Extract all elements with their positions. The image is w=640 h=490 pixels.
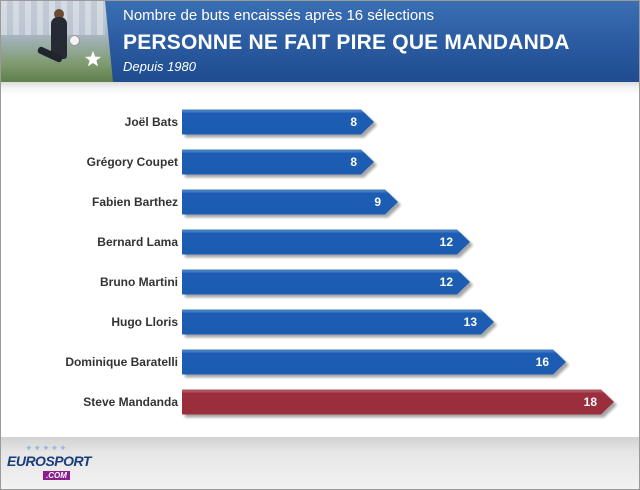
bar: [182, 109, 374, 135]
category-label: Hugo Lloris: [111, 315, 178, 329]
logo-wordmark: EUROSPORT: [7, 453, 91, 469]
keeper-head: [54, 9, 64, 19]
value-label: 18: [584, 395, 598, 409]
header-banner: Nombre de buts encaissés après 16 sélect…: [1, 1, 639, 82]
bar-chart: Joël Bats 8 Grégory Coupet 8 Fabien Barthez 9…: [65, 109, 614, 415]
bar: [182, 229, 470, 255]
category-label: Fabien Barthez: [92, 195, 178, 209]
keeper-body: [51, 17, 67, 59]
bar-sheen: [182, 229, 460, 233]
star-icon: [84, 50, 102, 67]
bar-sheen: [182, 149, 364, 153]
bar-highlight: [182, 389, 614, 415]
value-label: 12: [440, 275, 454, 289]
chart-note: Depuis 1980: [123, 59, 196, 74]
category-label: Bruno Martini: [100, 275, 178, 289]
category-label: Grégory Coupet: [87, 155, 178, 169]
value-label: 16: [536, 355, 550, 369]
value-label: 8: [350, 115, 357, 129]
logo-stars-icon: ✦✦✦✦✦: [25, 443, 68, 453]
bar-sheen: [182, 269, 460, 273]
value-label: 9: [374, 195, 381, 209]
bar: [182, 189, 398, 215]
bar-sheen: [182, 349, 556, 353]
ball-icon: [69, 35, 80, 46]
chart-title: PERSONNE NE FAIT PIRE QUE MANDANDA: [123, 31, 570, 54]
value-label: 8: [350, 155, 357, 169]
category-label: Joël Bats: [125, 115, 179, 129]
bar: [182, 269, 470, 295]
chart-area: Joël Bats 8 Grégory Coupet 8 Fabien Barthez 9…: [1, 82, 639, 437]
value-label: 12: [440, 235, 454, 249]
category-label: Bernard Lama: [97, 235, 178, 249]
bar-sheen: [182, 389, 604, 393]
chart-subtitle: Nombre de buts encaissés après 16 sélect…: [123, 7, 435, 24]
bar-sheen: [182, 189, 388, 193]
eurosport-logo: ✦✦✦✦✦ EUROSPORT .COM: [7, 443, 91, 485]
bar: [182, 149, 374, 175]
bar-sheen: [182, 309, 484, 313]
bar: [182, 349, 566, 375]
value-label: 13: [464, 315, 478, 329]
footer: ✦✦✦✦✦ EUROSPORT .COM: [1, 437, 639, 489]
bar: [182, 309, 494, 335]
category-label: Dominique Baratelli: [65, 355, 178, 369]
category-label: Steve Mandanda: [83, 395, 178, 409]
bar-sheen: [182, 109, 364, 113]
goalkeeper-photo: [1, 1, 113, 82]
logo-domain: .COM: [43, 471, 70, 480]
